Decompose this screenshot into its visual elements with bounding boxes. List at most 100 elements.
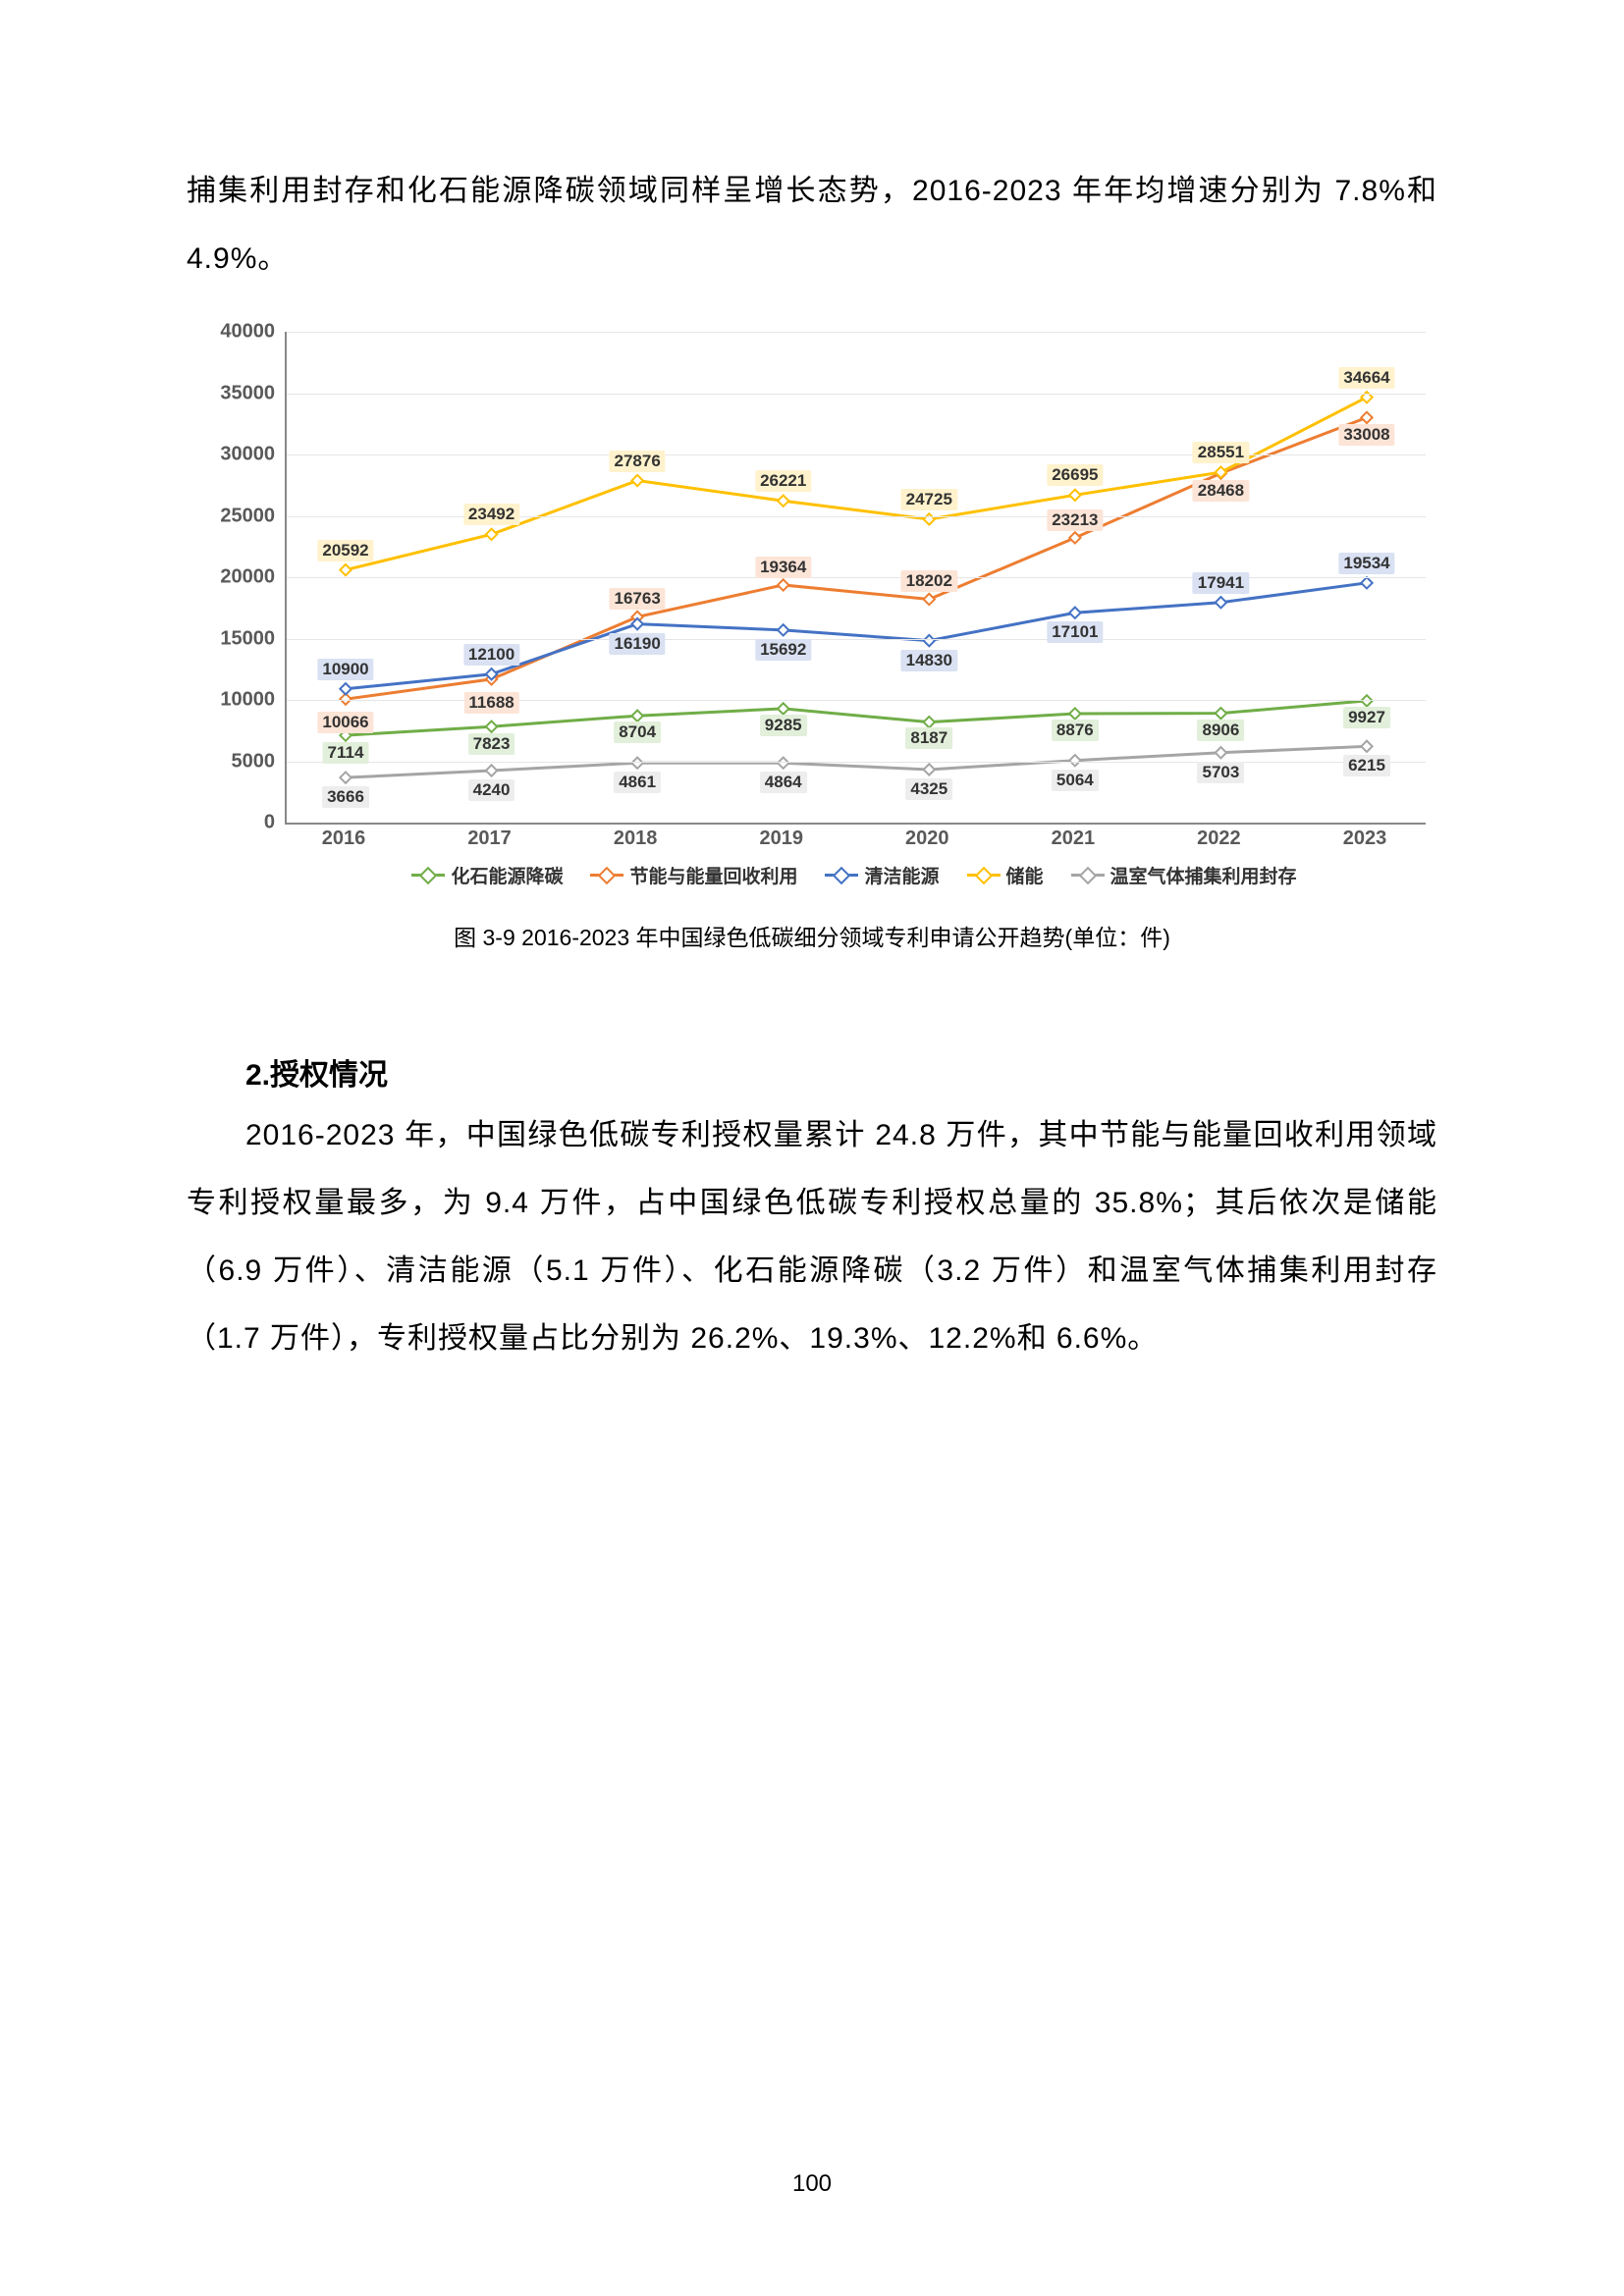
data-label: 4861	[614, 772, 661, 793]
series-marker	[1216, 747, 1226, 758]
series-marker	[778, 624, 788, 635]
x-tick-label: 2017	[467, 828, 512, 850]
data-label: 3666	[322, 786, 369, 808]
series-marker	[486, 721, 497, 732]
x-tick-label: 2020	[905, 828, 949, 850]
data-label: 28468	[1193, 480, 1249, 502]
series-marker	[1361, 577, 1372, 588]
data-label: 17101	[1047, 621, 1103, 643]
legend-label: 节能与能量回收利用	[629, 862, 797, 888]
y-tick-label: 0	[264, 812, 275, 834]
series-marker	[924, 717, 935, 727]
data-label: 33008	[1338, 424, 1394, 446]
legend-item: 化石能源降碳	[411, 862, 563, 888]
series-marker	[1069, 490, 1080, 501]
data-label: 24725	[901, 489, 957, 510]
data-label: 20592	[317, 540, 373, 561]
legend-label: 清洁能源	[864, 862, 939, 888]
series-marker	[1216, 597, 1226, 608]
legend-swatch	[590, 874, 623, 877]
data-label: 14830	[901, 650, 957, 671]
line-chart: 0500010000150002000025000300003500040000…	[187, 332, 1437, 901]
data-label: 5703	[1198, 762, 1245, 783]
y-tick-label: 20000	[220, 566, 275, 589]
legend-swatch	[967, 874, 1001, 877]
data-label: 9927	[1343, 707, 1390, 728]
data-label: 26221	[755, 470, 811, 492]
series-marker	[1361, 412, 1372, 423]
series-marker	[924, 764, 935, 774]
data-label: 23492	[463, 504, 519, 525]
data-label: 23213	[1047, 509, 1103, 531]
series-marker	[778, 758, 788, 769]
x-tick-label: 2021	[1052, 828, 1096, 850]
x-tick-label: 2019	[759, 828, 803, 850]
legend-item: 温室气体捕集利用封存	[1071, 862, 1297, 888]
legend-item: 储能	[967, 862, 1044, 888]
grid-line	[287, 394, 1426, 395]
data-label: 28551	[1193, 442, 1249, 463]
series-marker	[1069, 708, 1080, 719]
series-marker	[340, 564, 351, 575]
legend-swatch	[411, 874, 445, 877]
grid-line	[287, 700, 1426, 701]
series-line	[346, 583, 1367, 689]
series-marker	[924, 594, 935, 605]
data-label: 19364	[755, 557, 811, 578]
chart-container: 0500010000150002000025000300003500040000…	[187, 332, 1437, 952]
series-marker	[1069, 608, 1080, 618]
y-tick-label: 30000	[220, 444, 275, 466]
series-marker	[486, 765, 497, 775]
legend-item: 清洁能源	[825, 862, 939, 888]
section-heading: 2.授权情况	[187, 1050, 1437, 1094]
data-label: 18202	[901, 570, 957, 592]
data-label: 7823	[468, 733, 515, 755]
data-label: 4240	[468, 779, 515, 801]
series-marker	[1361, 741, 1372, 752]
grid-line	[287, 454, 1426, 455]
series-marker	[631, 758, 642, 769]
page-number: 100	[0, 2170, 1624, 2198]
body-paragraph: 2016-2023 年，中国绿色低碳专利授权量累计 24.8 万件，其中节能与能…	[187, 1101, 1437, 1372]
legend-label: 温室气体捕集利用封存	[1110, 862, 1297, 888]
data-label: 15692	[755, 639, 811, 661]
series-marker	[778, 496, 788, 507]
data-label: 8876	[1052, 720, 1099, 741]
data-label: 8704	[614, 721, 661, 743]
series-marker	[340, 683, 351, 694]
data-label: 34664	[1338, 367, 1394, 389]
data-label: 8187	[905, 727, 952, 749]
data-label: 11688	[463, 692, 518, 714]
series-marker	[778, 579, 788, 590]
y-tick-label: 10000	[220, 689, 275, 712]
legend-label: 化石能源降碳	[451, 862, 563, 888]
grid-line	[287, 762, 1426, 763]
series-marker	[486, 529, 497, 540]
grid-line	[287, 332, 1426, 333]
grid-line	[287, 639, 1426, 640]
data-label: 4864	[760, 772, 807, 793]
series-marker	[631, 475, 642, 486]
data-label: 16763	[610, 588, 666, 610]
chart-caption: 图 3-9 2016-2023 年中国绿色低碳细分领域专利申请公开趋势(单位：件…	[187, 919, 1437, 952]
legend-label: 储能	[1006, 862, 1044, 888]
data-label: 8906	[1198, 720, 1245, 741]
data-label: 16190	[610, 633, 666, 655]
data-label: 4325	[905, 778, 952, 800]
data-label: 12100	[463, 644, 519, 666]
data-label: 10900	[317, 659, 373, 680]
x-tick-label: 2023	[1343, 828, 1387, 850]
legend-swatch	[1071, 874, 1105, 877]
series-marker	[778, 703, 788, 714]
y-tick-label: 35000	[220, 382, 275, 404]
data-label: 7114	[323, 742, 369, 764]
series-marker	[1069, 532, 1080, 543]
plot-area: 7114782387049285818788768906992710066116…	[285, 332, 1426, 825]
series-marker	[924, 635, 935, 646]
series-marker	[631, 711, 642, 721]
y-tick-label: 5000	[232, 750, 276, 773]
document-page: 捕集利用封存和化石能源降碳领域同样呈增长态势，2016-2023 年年均增速分别…	[0, 0, 1624, 2296]
y-tick-label: 15000	[220, 627, 275, 650]
x-tick-label: 2016	[322, 828, 366, 850]
series-marker	[1216, 708, 1226, 719]
